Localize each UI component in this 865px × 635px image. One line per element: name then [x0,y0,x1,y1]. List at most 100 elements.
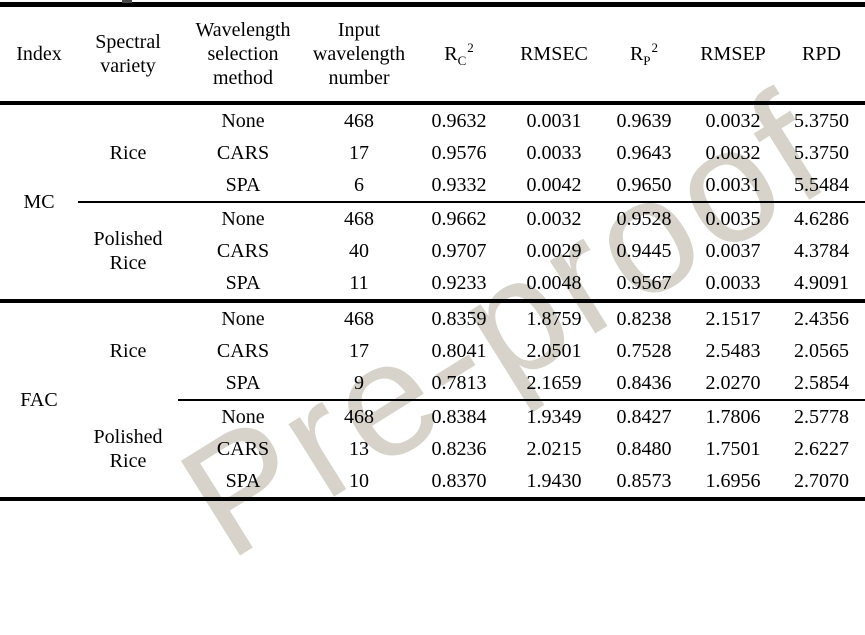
col-header-variety-label: Spectral variety [95,31,161,77]
cell-method: CARS [216,239,270,262]
table-row: CARS 40 0.9707 0.0029 0.9445 0.0037 4.37… [0,235,865,267]
cell-method: SPA [225,271,261,294]
cell-input: 9 [354,371,364,394]
cell-rc2: 0.8384 [410,399,508,433]
cell-input: 468 [308,399,410,433]
cell-input: 17 [349,141,369,164]
cell-rp2: 0.9445 [616,239,672,262]
cell-method: CARS [216,437,270,460]
cell-rmsec: 1.8759 [508,299,600,335]
cell-rp2: 0.9639 [616,109,672,132]
rp2-subscript: P [643,53,651,68]
cell-input: 10 [349,469,369,492]
cell-method: CARS [216,339,270,362]
cell-rc2: 0.8370 [431,469,487,492]
cell-method: None [221,109,265,132]
cell-rmsec: 0.0032 [508,201,600,235]
cell-rmsec: 0.0031 [526,109,582,132]
cell-rp2: 0.9650 [616,173,672,196]
table-row: CARS 17 0.9576 0.0033 0.9643 0.0032 5.37… [0,137,865,169]
cell-rmsep: 1.7806 [688,399,778,433]
col-header-index: Index [0,4,78,105]
cell-rpd: 4.3784 [794,239,849,262]
cell-rmsec: 2.1659 [526,371,582,394]
cell-input: 40 [349,239,369,262]
table-row: Polished Rice None 468 0.8384 1.9349 0.8… [0,399,865,472]
rc2-base: R [444,43,458,65]
cell-rpd: 4.6286 [778,201,865,235]
table-row: CARS 13 0.8236 2.0215 0.8480 1.7501 2.62… [0,433,865,465]
cell-rp2: 0.9567 [616,271,672,294]
cell-rmsep: 0.0035 [688,201,778,235]
variety-cell-mc-polished-rice: Polished Rice [78,201,178,301]
cell-rc2: 0.9707 [431,239,487,262]
cell-rc2: 0.8359 [410,299,508,335]
cell-rmsep: 2.0270 [705,371,761,394]
col-header-rmsep: RMSEP [688,4,778,105]
cell-rp2: 0.8238 [600,299,688,335]
variety-cell-fac-rice: Rice [78,299,178,400]
cell-rpd: 2.0565 [794,339,849,362]
variety-label: Polished Rice [93,425,163,472]
rp2-base: R [629,43,644,65]
col-header-input-wavelength: Input wavelength number [308,4,410,105]
header-row: Index Spectral variety Wavelength select… [0,4,865,105]
cell-rc2: 0.9662 [410,201,508,235]
col-header-method: Wavelength selection method [178,4,308,105]
cell-rpd: 2.7070 [794,469,849,492]
index-cell-fac: FAC [0,299,78,499]
cell-rp2: 0.8436 [616,371,672,394]
cell-rmsep: 1.7501 [705,437,761,460]
cell-method: None [178,299,308,335]
cell-rmsep: 1.6956 [705,469,761,492]
cell-rmsep: 0.0032 [705,141,761,164]
table-row: MC Rice None 468 0.9632 0.0031 0.9639 0.… [0,103,865,213]
cell-rp2: 0.8427 [600,399,688,433]
cell-rp2: 0.8573 [616,469,672,492]
cell-rpd: 2.5778 [778,399,865,433]
cell-rmsep: 0.0031 [705,173,761,196]
cell-rmsep: 0.0033 [705,271,761,294]
cell-input: 17 [349,339,369,362]
cell-rpd: 2.6227 [794,437,849,460]
cell-input: 11 [349,271,369,294]
cell-rc2: 0.8041 [431,339,487,362]
col-header-variety: Spectral variety [78,4,178,105]
cell-rmsec: 0.0029 [526,239,582,262]
rp2-superscript: 2 [651,40,659,56]
cell-rp2: 0.9528 [600,201,688,235]
table-row: FAC Rice None 468 0.8359 1.8759 0.8238 2… [0,299,865,499]
cell-rc2: 0.9332 [431,173,487,196]
cell-rmsec: 1.9349 [508,399,600,433]
cell-input: 468 [308,299,410,335]
table-row: CARS 17 0.8041 2.0501 0.7528 2.5483 2.05… [0,335,865,367]
cell-method: SPA [225,469,261,492]
cell-input: 6 [354,173,364,196]
table-row: SPA 6 0.9332 0.0042 0.9650 0.0031 5.5484 [0,169,865,202]
cell-rmsec: 2.0215 [526,437,582,460]
col-header-rc2: RC2 [410,4,508,105]
cell-rmsep: 0.0032 [705,109,761,132]
table-row: SPA 11 0.9233 0.0048 0.9567 0.0033 4.909… [0,267,865,301]
cell-rc2: 0.9576 [431,141,487,164]
cell-rc2: 0.9233 [431,271,487,294]
cell-rp2: 0.7528 [616,339,672,362]
cell-rp2: 0.9643 [616,141,672,164]
rc2-superscript: 2 [467,40,474,56]
cell-method: CARS [216,141,270,164]
table-row: SPA 9 0.7813 2.1659 0.8436 2.0270 2.5854 [0,367,865,400]
cell-rpd: 5.5484 [794,173,849,196]
cell-method: None [178,399,308,433]
cell-rpd: 5.3750 [794,141,849,164]
cell-rpd: 2.5854 [794,371,849,394]
page: Pre-proof Index Spectral variety Wavelen… [0,0,865,592]
cell-rc2: 0.8236 [431,437,487,460]
table-row: SPA 10 0.8370 1.9430 0.8573 1.6956 2.707… [0,465,865,499]
cell-rpd: 2.4356 [778,299,865,335]
col-header-rp2: RP2 [600,4,688,105]
cell-rmsec: 0.0033 [526,141,582,164]
cell-input: 468 [308,201,410,235]
cell-rmsec: 1.9430 [526,469,582,492]
col-header-rmsec: RMSEC [508,4,600,105]
cell-input: 468 [344,109,374,132]
